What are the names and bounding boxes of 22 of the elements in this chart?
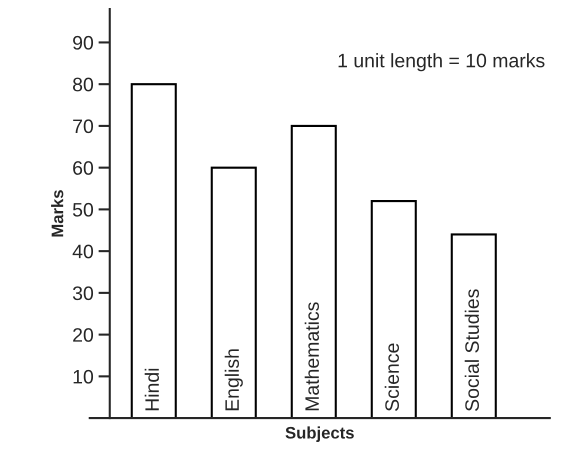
bar bbox=[130, 83, 177, 418]
y-tick-label: 30 bbox=[72, 286, 94, 300]
y-tick-label: 20 bbox=[73, 328, 94, 342]
y-tick-label: 90 bbox=[73, 36, 94, 50]
x-tick-label: Hindi bbox=[144, 368, 159, 410]
x-tick-label: Social Studies bbox=[464, 289, 479, 411]
bar bbox=[290, 124, 337, 418]
x-tick-label: Science bbox=[384, 344, 399, 411]
y-tick-label: 60 bbox=[73, 161, 94, 175]
y-tick-label: 80 bbox=[73, 78, 94, 92]
x-tick-label: English bbox=[224, 349, 243, 410]
y-tick-label: 10 bbox=[74, 370, 94, 384]
annotation: 1 unit length = 10 marks bbox=[338, 53, 544, 72]
bar bbox=[370, 200, 417, 418]
y-axis-title: Marks bbox=[51, 190, 64, 237]
x-axis-title: Subjects bbox=[286, 426, 354, 442]
bar bbox=[450, 233, 497, 418]
bar bbox=[210, 166, 257, 418]
y-tick-label: 70 bbox=[73, 119, 94, 134]
y-tick-label: 50 bbox=[72, 202, 94, 217]
x-tick-label: Mathematics bbox=[304, 302, 319, 410]
y-tick-label: 40 bbox=[72, 244, 94, 258]
